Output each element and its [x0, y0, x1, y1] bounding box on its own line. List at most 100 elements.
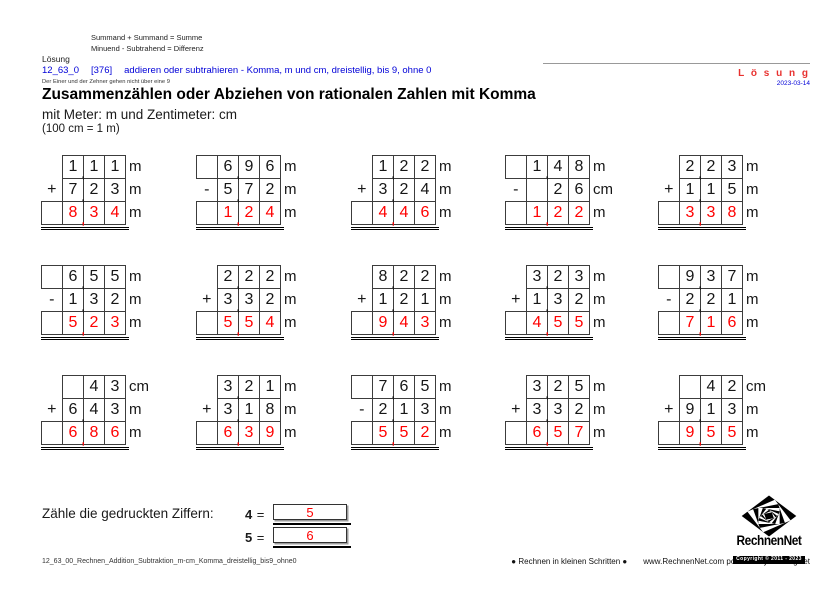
digit-cell: 2,: [679, 155, 703, 182]
digit-cell: 2: [700, 288, 722, 312]
digit-cell: 2: [259, 265, 281, 289]
digit-cell: 6: [721, 311, 743, 335]
digit-cell: 4: [83, 375, 105, 399]
digit: 6: [68, 424, 78, 441]
digit-cell: 2: [393, 265, 415, 289]
empty-box-cell: [526, 178, 548, 202]
unit-label: m: [129, 314, 142, 331]
digit: 1: [378, 158, 388, 175]
digit-cell: 5: [568, 311, 590, 335]
digit-cell: 1: [700, 178, 722, 202]
digit-cell: 7: [721, 265, 743, 289]
digit: 4: [420, 181, 430, 198]
digit-cell: 2: [104, 288, 126, 312]
digit-cell: 2: [393, 155, 415, 179]
digit-cell: 1: [259, 375, 281, 399]
logo-text: RechnenNet: [736, 533, 802, 548]
unit-label: m: [129, 401, 142, 418]
digit-cell: 5: [393, 421, 415, 445]
digit: 2: [399, 291, 409, 308]
unit-label: m: [129, 291, 142, 308]
unit-label: m: [439, 158, 452, 175]
digit-cell: 9,: [372, 311, 396, 338]
unit-label: m: [746, 268, 759, 285]
count-digit-5: 5: [245, 530, 253, 545]
digit-cell: 3: [700, 265, 722, 289]
digit: 2: [110, 291, 120, 308]
digit: 2: [553, 268, 563, 285]
digit: 2: [89, 181, 99, 198]
empty-box-cell: [505, 421, 527, 445]
digit-cell: 4: [547, 155, 569, 179]
digit: 2: [399, 268, 409, 285]
digit: 3: [223, 378, 233, 395]
unit-label: cm: [746, 378, 766, 395]
digit-cell: 5: [721, 178, 743, 202]
unit-label: m: [439, 204, 452, 221]
digit: 5: [223, 314, 233, 331]
result-double-underline: [505, 227, 593, 230]
digit: 7: [685, 314, 695, 331]
page-subtitle: mit Meter: m und Zentimeter: cm: [42, 107, 238, 122]
digit: 6: [223, 424, 233, 441]
unit-label: m: [746, 158, 759, 175]
empty-box-cell: [41, 311, 63, 335]
digit-cell: 3,: [679, 201, 703, 228]
solution-label-red: L ö s u n g: [738, 68, 810, 79]
digit-cell: 5,: [62, 311, 86, 338]
digit-cell: 7: [238, 178, 260, 202]
result-double-underline: [505, 337, 593, 340]
digit-cell: 2: [393, 178, 415, 202]
digit: 2: [399, 158, 409, 175]
digit: 6: [68, 268, 78, 285]
unit-label: m: [284, 378, 297, 395]
digit: 7: [574, 424, 584, 441]
empty-box-cell: [351, 311, 373, 335]
operator-sign: -: [49, 291, 55, 308]
digit: 1: [89, 158, 99, 175]
result-double-underline: [658, 447, 746, 450]
digit: 5: [223, 181, 233, 198]
digit-cell: 3,: [217, 398, 241, 425]
unit-label: m: [129, 158, 142, 175]
digit: 5: [89, 268, 99, 285]
digit: 1: [265, 378, 275, 395]
operator-sign: -: [666, 291, 672, 308]
digit-cell: 4: [700, 375, 722, 399]
spacer-cell: [506, 266, 527, 289]
digit: 1: [420, 291, 430, 308]
digit: 6: [420, 204, 430, 221]
digit-cell: 1,: [526, 288, 550, 315]
digit: 4: [265, 314, 275, 331]
digit: 3: [110, 401, 120, 418]
digit: 2: [574, 204, 584, 221]
empty-box-cell: [505, 311, 527, 335]
digit: 2: [553, 204, 563, 221]
digit-cell: 2: [259, 178, 281, 202]
digit: 2: [420, 268, 430, 285]
empty-box-cell: [62, 375, 84, 399]
digit: 3: [685, 204, 695, 221]
digit-cell: 5: [700, 421, 722, 445]
digit-cell: 3,: [217, 375, 241, 402]
digit-cell: 2,: [372, 398, 396, 425]
unit-label: m: [284, 291, 297, 308]
formula-hint-addition: Summand + Summand = Summe: [91, 33, 203, 42]
empty-box-cell: [196, 201, 218, 225]
count-row-2-label: 5 =: [245, 529, 264, 547]
empty-box-cell: [351, 201, 373, 225]
digit-cell: 1: [721, 288, 743, 312]
digit: 3: [532, 268, 542, 285]
digit-cell: 9,: [679, 421, 703, 448]
digit: 4: [378, 204, 388, 221]
digit-cell: 2: [238, 265, 260, 289]
digit: 5: [399, 424, 409, 441]
unit-label: cm: [129, 378, 149, 395]
digit: 2: [574, 291, 584, 308]
digit: 6: [574, 181, 584, 198]
digit: 4: [399, 204, 409, 221]
digit-cell: 5,: [372, 421, 396, 448]
digit-cell: 1,: [372, 155, 396, 182]
